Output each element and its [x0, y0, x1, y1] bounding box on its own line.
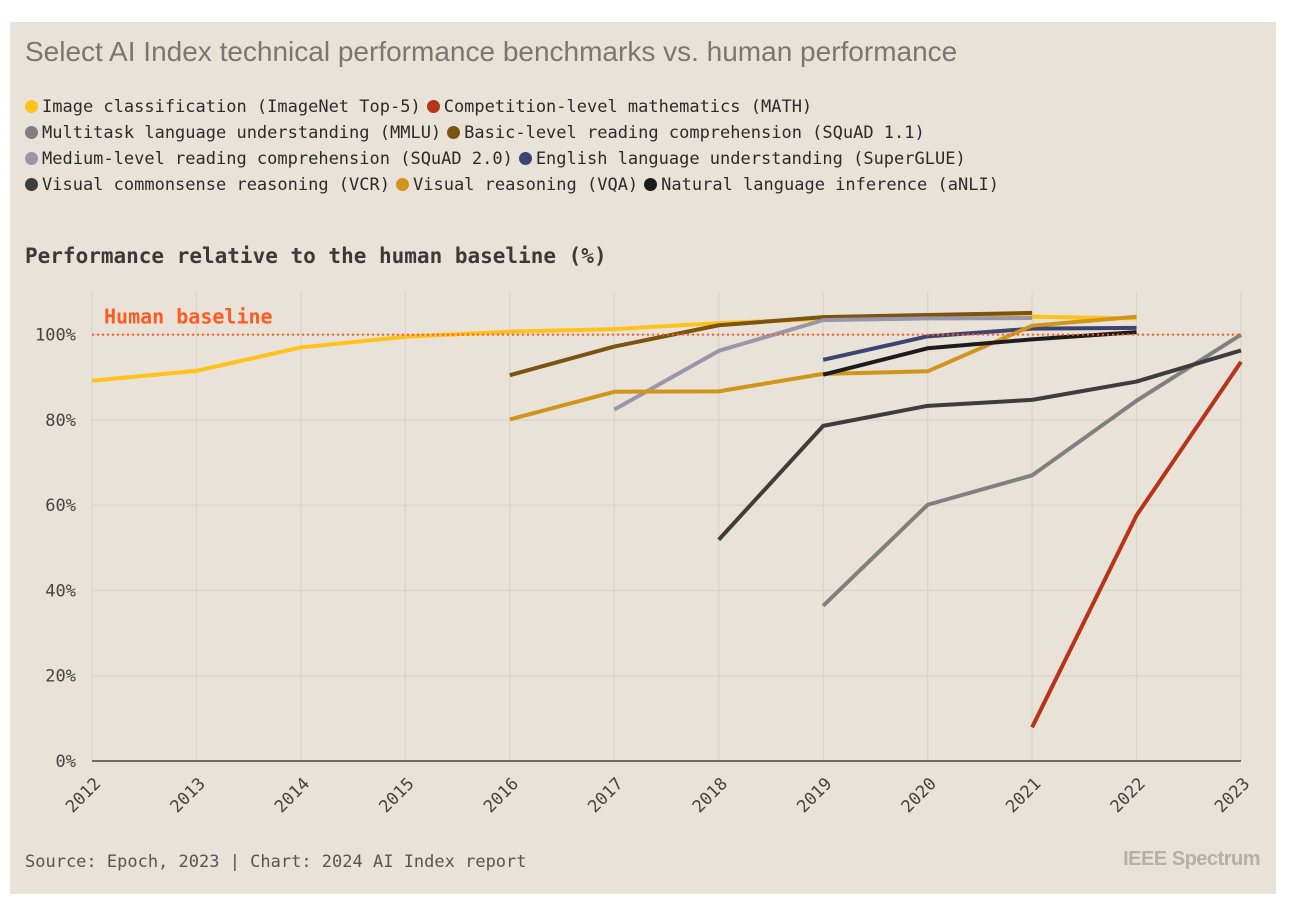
legend-label: Natural language inference (aNLI) — [661, 175, 999, 195]
legend-item: Competition-level mathematics (MATH) — [426, 94, 813, 120]
x-tick-label: 2014 — [271, 774, 314, 817]
legend-label: Visual commonsense reasoning (VCR) — [42, 175, 390, 195]
legend-item: Visual reasoning (VQA) — [396, 172, 638, 198]
y-tick-label: 100% — [35, 326, 76, 346]
legend-row: Image classification (ImageNet Top-5) Com… — [25, 94, 1265, 120]
legend-label: Image classification (ImageNet Top-5) — [42, 97, 421, 117]
legend-swatch — [644, 178, 658, 191]
y-tick-label: 80% — [45, 411, 76, 431]
legend-swatch — [426, 100, 440, 113]
human-baseline-label: Human baseline — [104, 305, 273, 329]
x-tick-label: 2013 — [167, 774, 210, 817]
legend-item: English language understanding (SuperGLU… — [518, 146, 966, 172]
y-tick-label: 0% — [56, 752, 76, 772]
legend-item: Multitask language understanding (MMLU) — [25, 120, 441, 146]
source-note: Source: Epoch, 2023 | Chart: 2024 AI Ind… — [25, 852, 527, 872]
series-line — [822, 330, 1137, 377]
series-line — [613, 316, 1033, 412]
legend-swatch — [447, 126, 461, 139]
legend: Image classification (ImageNet Top-5) Com… — [25, 94, 1265, 198]
legend-item: Image classification (ImageNet Top-5) — [25, 94, 421, 120]
legend-swatch — [25, 152, 38, 165]
legend-swatch — [25, 178, 38, 191]
x-tick-label: 2023 — [1211, 774, 1254, 817]
series-line — [717, 348, 1242, 542]
legend-item: Medium-level reading comprehension (SQuA… — [25, 146, 513, 172]
series-line — [509, 310, 1033, 378]
legend-item: Basic-level reading comprehension (SQuAD… — [447, 120, 925, 146]
series-line — [1030, 360, 1243, 729]
x-tick-label: 2012 — [62, 774, 105, 817]
legend-row: Multitask language understanding (MMLU) B… — [25, 120, 1265, 146]
series-line — [821, 332, 1243, 608]
legend-label: Competition-level mathematics (MATH) — [443, 97, 813, 117]
y-tick-label: 60% — [45, 496, 76, 516]
x-tick-label: 2021 — [1002, 774, 1045, 817]
legend-swatch — [396, 178, 409, 191]
y-tick-label: 20% — [45, 667, 76, 687]
chart-title: Select AI Index technical performance be… — [25, 36, 958, 67]
legend-label: Multitask language understanding (MMLU) — [42, 123, 442, 143]
legend-swatch — [25, 126, 38, 139]
chart-card: Select AI Index technical performance be… — [10, 22, 1276, 894]
y-tick-label: 40% — [45, 581, 76, 601]
legend-item: Visual commonsense reasoning (VCR) — [25, 172, 390, 198]
legend-swatch — [518, 152, 532, 165]
legend-label: Visual reasoning (VQA) — [413, 175, 639, 195]
x-tick-label: 2020 — [898, 774, 941, 817]
legend-row: Medium-level reading comprehension (SQuA… — [25, 146, 1265, 172]
legend-label: Medium-level reading comprehension (SQuA… — [42, 149, 513, 169]
x-tick-label: 2018 — [689, 774, 732, 817]
series-line — [822, 325, 1137, 362]
x-tick-label: 2022 — [1107, 774, 1150, 817]
x-tick-label: 2015 — [375, 774, 418, 817]
legend-label: English language understanding (SuperGLU… — [535, 149, 966, 169]
legend-label: Basic-level reading comprehension (SQuAD… — [464, 123, 925, 143]
legend-item: Natural language inference (aNLI) — [644, 172, 999, 198]
x-tick-label: 2016 — [480, 774, 523, 817]
chart-subtitle: Performance relative to the human baseli… — [25, 244, 607, 268]
x-tick-label: 2019 — [793, 774, 836, 817]
legend-row: Visual commonsense reasoning (VCR) Visual… — [25, 172, 1265, 198]
brand-logo: IEEE Spectrum — [1123, 848, 1260, 870]
legend-swatch — [25, 100, 38, 113]
x-tick-label: 2017 — [584, 774, 627, 817]
